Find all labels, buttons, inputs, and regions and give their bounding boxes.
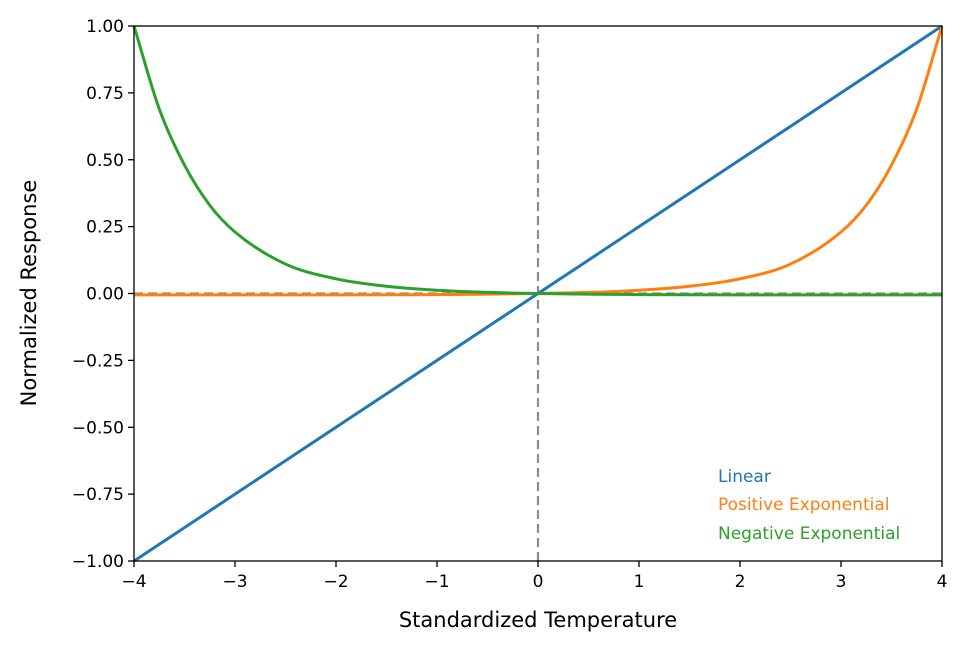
y-tick-label: 0.25: [86, 218, 124, 238]
legend-label-negative-exponential: Negative Exponential: [718, 524, 900, 544]
y-axis: −1.00 −0.75 −0.50 −0.25 0.00 0.25 0.50 0.75 1.00: [72, 17, 134, 572]
series-line-positive-exponential: [134, 25, 944, 297]
y-tick-label: 1.00: [86, 17, 124, 37]
series-lines: [132, 24, 944, 563]
legend-label-positive-exponential: Positive Exponential: [718, 495, 889, 515]
x-axis: −4 −3 −2 −1 0 1 2 3 4: [121, 561, 947, 592]
y-tick-label: 0.75: [86, 84, 124, 104]
x-tick-label: −4: [121, 572, 146, 592]
x-tick-label: 0: [533, 572, 544, 592]
y-tick-label: 0.50: [86, 151, 124, 171]
y-tick-label: −1.00: [72, 552, 124, 572]
series-line-negative-exponential: [132, 25, 942, 297]
x-tick-label: −1: [424, 572, 449, 592]
x-axis-label: Standardized Temperature: [399, 608, 677, 632]
x-tick-label: 4: [937, 572, 948, 592]
y-tick-label: −0.25: [72, 351, 124, 371]
legend-label-linear: Linear: [718, 467, 771, 487]
y-axis-label: Normalized Response: [17, 180, 41, 407]
x-tick-label: 3: [836, 572, 847, 592]
y-tick-label: −0.75: [72, 485, 124, 505]
x-tick-label: −2: [323, 572, 348, 592]
y-tick-label: −0.50: [72, 418, 124, 438]
x-tick-label: −3: [222, 572, 247, 592]
x-tick-label: 1: [634, 572, 645, 592]
x-tick-label: 2: [735, 572, 746, 592]
legend: Linear Positive Exponential Negative Exp…: [718, 467, 900, 544]
y-tick-label: 0.00: [86, 285, 124, 305]
